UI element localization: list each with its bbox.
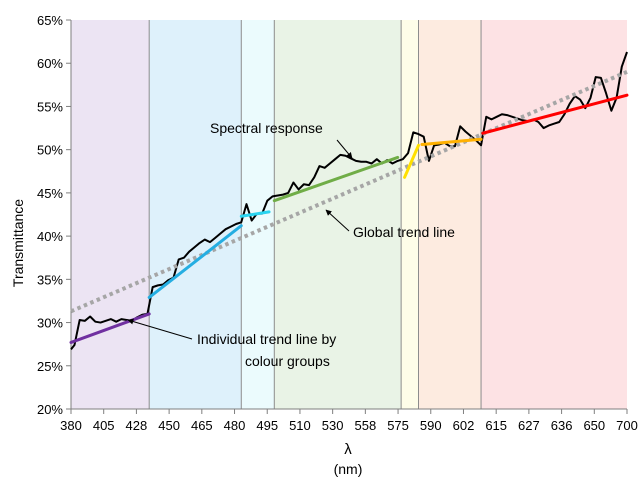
x-tick-label: 650 (583, 418, 605, 433)
x-tick-label: 700 (616, 418, 638, 433)
group-trend-line-1 (147, 224, 243, 299)
annotation-label: Individual trend line by (197, 331, 336, 347)
y-tick-label: 25% (37, 359, 63, 374)
group-trend-line-5 (420, 137, 483, 146)
individual-trend-arrow (127, 318, 193, 340)
annotations: Spectral response Global trend line Indivi… (127, 120, 455, 369)
y-tick-label: 65% (37, 13, 63, 28)
x-tick-label: 636 (551, 418, 573, 433)
colour-band-3 (274, 20, 402, 409)
colour-band-5 (418, 20, 482, 409)
x-tick-label: 627 (518, 418, 540, 433)
colour-bands (71, 20, 627, 409)
x-tick-label: 575 (387, 418, 409, 433)
axes (70, 20, 627, 410)
x-tick-label: 558 (355, 418, 377, 433)
x-axis-ticks: 380 405 428 450 465 480 495 510 530 558 575 590 602 6… (60, 409, 638, 433)
y-tick-label: 40% (37, 229, 63, 244)
x-tick-label: 405 (93, 418, 115, 433)
y-tick-label: 50% (37, 143, 63, 158)
y-tick-label: 45% (37, 186, 63, 201)
group-trend-line-3 (272, 155, 400, 203)
colour-band-0 (71, 20, 150, 409)
x-tick-label: 510 (289, 418, 311, 433)
colour-band-1 (149, 20, 242, 409)
y-axis-label: Transmittance (10, 199, 26, 287)
band-dividers (148, 20, 482, 409)
y-tick-label: 30% (37, 316, 63, 331)
x-tick-label: 590 (420, 418, 442, 433)
annotation-label: colour groups (245, 353, 330, 369)
x-axis-unit: (nm) (334, 461, 363, 477)
x-tick-label: 615 (485, 418, 507, 433)
colour-band-6 (481, 20, 627, 409)
x-tick-label: 480 (224, 418, 246, 433)
x-tick-label: 530 (322, 418, 344, 433)
y-tick-label: 55% (37, 99, 63, 114)
group-trend-line-4 (403, 143, 420, 179)
x-tick-label: 602 (453, 418, 475, 433)
annotation-label: Spectral response (210, 120, 323, 136)
colour-band-4 (401, 20, 419, 409)
group-trend-line-0 (69, 312, 151, 344)
global-trend-arrow (325, 209, 350, 232)
y-tick-label: 20% (37, 402, 63, 417)
x-tick-label: 428 (126, 418, 148, 433)
x-tick-label: 495 (256, 418, 278, 433)
x-tick-label: 465 (191, 418, 213, 433)
global-trend-line (70, 70, 628, 314)
annotation-label: Global trend line (353, 224, 455, 240)
group-trend-line-6 (481, 93, 629, 135)
x-axis-label: λ (344, 441, 352, 458)
x-tick-label: 380 (60, 418, 82, 433)
group-trend-line-2 (239, 210, 271, 218)
y-tick-label: 60% (37, 56, 63, 71)
y-tick-label: 35% (37, 272, 63, 287)
x-tick-label: 450 (158, 418, 180, 433)
y-axis-ticks: 20% 25% 30% 35% 40% 45% 50% 55% 60% 65% (37, 13, 71, 417)
spectral-response-arrow (336, 139, 353, 159)
